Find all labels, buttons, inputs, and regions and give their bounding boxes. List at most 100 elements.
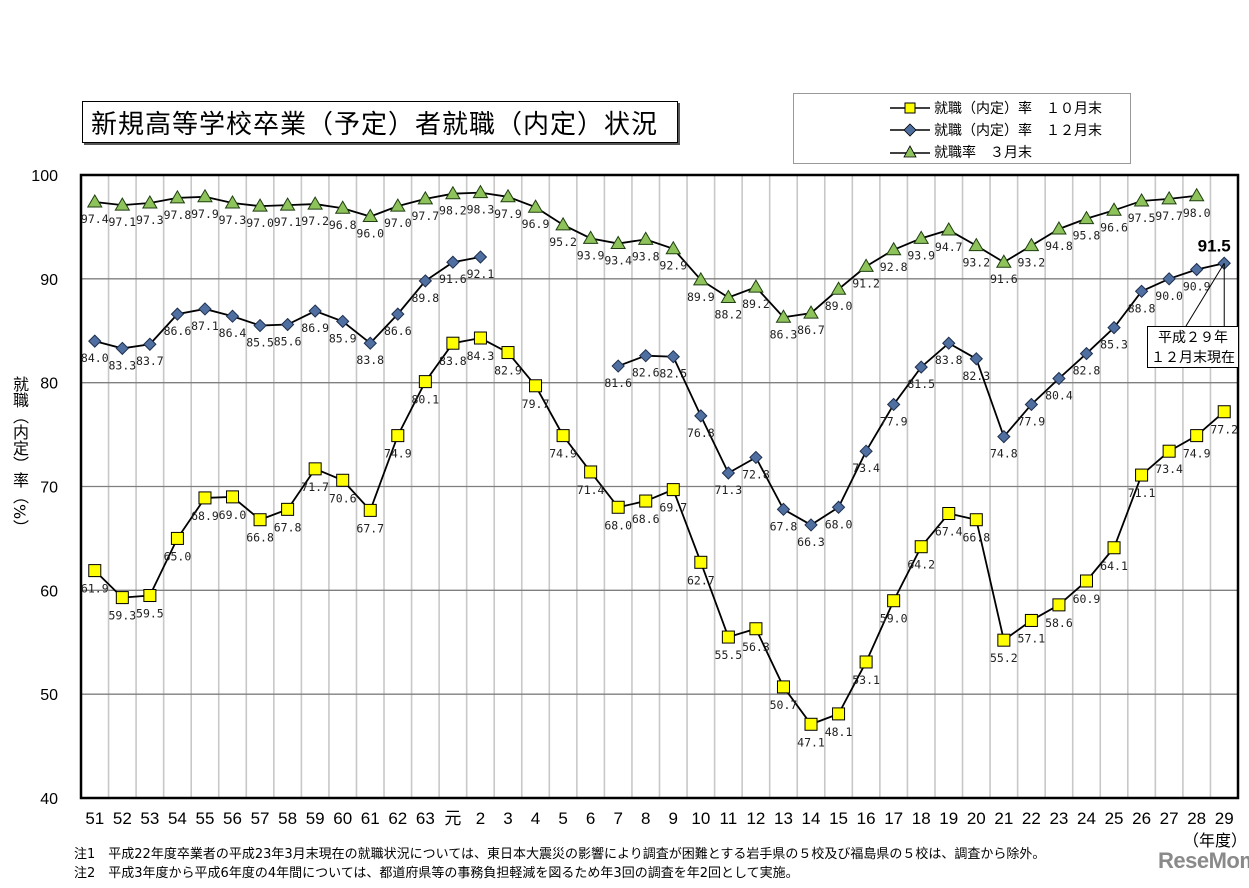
data-label: 98.3	[467, 203, 495, 217]
data-label: 94.8	[1045, 239, 1073, 253]
callout-line1: 平成２９年	[1158, 330, 1228, 346]
data-label: 50.7	[770, 698, 798, 712]
note-2: 注2 平成3年度から平成6年度の4年間については、都道府県等の事務負担軽減を図る…	[74, 866, 799, 881]
triangle-marker-icon	[1161, 190, 1178, 205]
y-axis-label: 就職（内定）率（%）	[10, 376, 29, 536]
triangle-marker-icon	[1051, 221, 1067, 235]
legend: 就職（内定）率 １０月末 就職（内定）率 １２月末 就職率 ３月末	[793, 93, 1131, 164]
diamond-marker-icon	[890, 123, 930, 137]
data-label: 88.2	[715, 308, 743, 322]
x-tick-label: 8	[641, 809, 650, 828]
square-marker-icon	[336, 473, 350, 487]
x-tick-label: 14	[802, 809, 821, 828]
square-marker-icon	[198, 491, 212, 505]
triangle-marker-icon	[1106, 202, 1122, 216]
data-label: 71.1	[1128, 486, 1156, 500]
square-marker-icon	[1024, 613, 1038, 627]
triangle-marker-icon	[1133, 192, 1150, 207]
diamond-marker-icon	[1024, 397, 1039, 412]
data-label: 83.8	[439, 354, 467, 368]
diamond-marker-icon	[639, 348, 653, 363]
data-label: 85.5	[246, 336, 274, 350]
x-tick-label: 52	[113, 809, 132, 828]
x-tick-label: 12	[746, 809, 765, 828]
diamond-marker-icon	[446, 255, 460, 269]
diamond-marker-icon	[391, 307, 405, 321]
x-tick-label: 6	[586, 809, 595, 828]
x-tick-label: 15	[829, 809, 848, 828]
data-label: 70.6	[329, 491, 357, 505]
data-label: 58.6	[1045, 616, 1073, 630]
data-label: 67.4	[935, 524, 963, 538]
square-marker-icon	[308, 462, 322, 476]
data-label: 82.9	[494, 364, 522, 378]
data-label: 79.7	[522, 397, 550, 411]
triangle-marker-icon	[968, 237, 985, 252]
data-label: 95.8	[1073, 229, 1101, 243]
data-label: 68.0	[604, 518, 632, 532]
triangle-marker-icon	[665, 240, 682, 255]
data-label: 97.3	[136, 213, 164, 227]
data-label: 97.1	[274, 215, 302, 229]
data-label: 98.2	[439, 204, 467, 218]
data-label: 62.7	[687, 573, 715, 587]
data-label: 83.8	[356, 353, 384, 367]
data-label: 97.9	[494, 207, 522, 221]
diamond-marker-icon	[914, 360, 928, 374]
data-label: 55.2	[990, 651, 1018, 665]
x-tick-label: 59	[306, 809, 325, 828]
square-marker-icon	[226, 490, 240, 504]
data-label: 93.2	[962, 256, 990, 270]
data-label: 82.3	[962, 369, 990, 383]
x-tick-label: 54	[168, 809, 187, 828]
square-marker-icon	[363, 503, 377, 517]
triangle-marker-icon	[197, 188, 213, 203]
triangle-marker-icon	[610, 235, 627, 250]
data-label: 92.9	[659, 259, 687, 273]
x-tick-label: 25	[1105, 809, 1124, 828]
data-label: 66.3	[797, 535, 825, 549]
data-label: 87.1	[191, 319, 219, 333]
triangle-marker-icon	[279, 197, 296, 211]
square-marker-icon	[914, 540, 928, 554]
square-marker-icon	[1107, 541, 1121, 555]
triangle-marker-icon	[582, 230, 599, 244]
diamond-marker-icon	[859, 444, 873, 458]
data-label: 57.1	[1018, 631, 1046, 645]
data-label: 98.0	[1183, 206, 1211, 220]
legend-label: 就職率 ３月末	[934, 145, 1032, 161]
data-label: 71.7	[301, 480, 329, 494]
data-label: 82.6	[632, 366, 660, 380]
x-tick-label: 17	[884, 809, 903, 828]
data-label: 97.1	[108, 215, 136, 229]
data-label: 74.9	[384, 447, 412, 461]
triangle-marker-icon	[775, 309, 792, 323]
square-marker-icon	[418, 375, 432, 389]
diamond-marker-icon	[280, 317, 295, 332]
data-label: 97.8	[164, 208, 192, 222]
triangle-marker-icon	[890, 145, 930, 158]
square-marker-icon	[391, 429, 405, 443]
data-label: 96.0	[356, 227, 384, 241]
data-label: 67.8	[770, 519, 798, 533]
diamond-marker-icon	[721, 466, 736, 480]
y-tick-label: 60	[40, 583, 58, 600]
triangle-marker-icon	[445, 185, 461, 200]
data-label: 77.9	[880, 414, 908, 428]
data-label: 84.0	[81, 351, 109, 365]
data-label: 92.8	[880, 260, 908, 274]
data-label: 74.9	[1183, 447, 1211, 461]
triangle-marker-icon	[858, 258, 874, 272]
triangle-marker-icon	[913, 230, 930, 244]
triangle-marker-icon	[555, 216, 571, 231]
data-label: 71.4	[577, 483, 605, 497]
data-label: 73.4	[1155, 462, 1183, 476]
triangle-marker-icon	[472, 184, 489, 199]
triangle-marker-icon	[1078, 210, 1095, 225]
triangle-marker-icon	[637, 231, 654, 245]
square-marker-icon	[1217, 405, 1231, 419]
x-tick-label: 5	[558, 809, 567, 828]
diamond-marker-icon	[1162, 272, 1176, 286]
data-label: 97.7	[1155, 209, 1183, 223]
x-tick-label: 7	[613, 809, 622, 828]
